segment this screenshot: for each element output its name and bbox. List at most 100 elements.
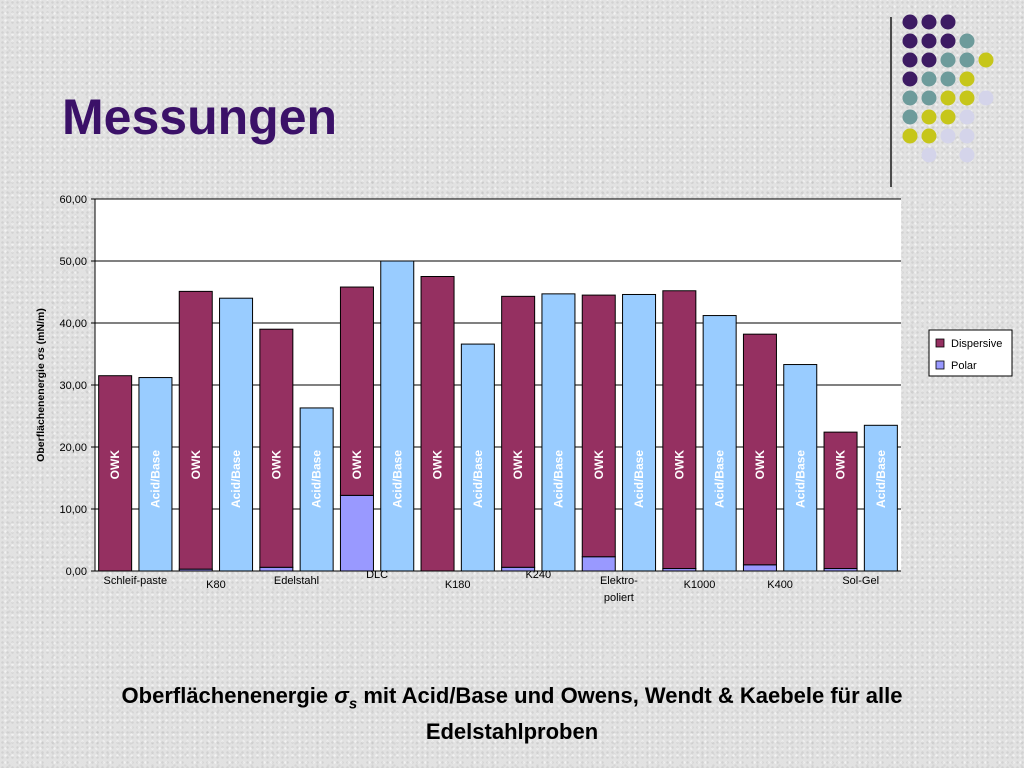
decorative-dot-grid: [902, 14, 994, 163]
bar-acid-base: [460, 343, 495, 572]
y-tick-label: 60,00: [59, 194, 87, 206]
bar-method-label: Acid/Base: [713, 450, 727, 508]
bar-segment-polar: [339, 494, 374, 572]
decorative-dot: [940, 90, 956, 106]
caption-sigma-subscript: s: [348, 695, 358, 713]
surface-energy-bar-chart: 0,00 10,00 20,00 30,00 40,00 50,00 60,00 Oberfl…: [35, 194, 1013, 604]
bar-method-label: OWK: [511, 450, 525, 480]
bar-method-label: OWK: [834, 450, 848, 480]
decorative-dot: [902, 52, 918, 68]
decorative-dot: [921, 147, 937, 163]
decorative-dot: [978, 90, 994, 106]
slide-caption: Oberflächenenergie σs mit Acid/Base und …: [40, 682, 984, 746]
decorative-divider-line: [890, 17, 892, 187]
decorative-dot: [940, 71, 956, 87]
x-category-label: K180: [445, 579, 471, 591]
x-category-label-line: poliert: [604, 592, 634, 604]
bar-segment-dispersive: [98, 375, 133, 572]
bar-acid-base: [622, 293, 657, 572]
x-category-label: K400: [767, 579, 793, 591]
bar-method-label: Acid/Base: [471, 450, 485, 508]
legend-swatch: [935, 338, 945, 348]
x-category-label-line: Sol-Gel: [842, 575, 879, 587]
bar-segment-dispersive: [742, 333, 777, 566]
bar-segment-dispersive: [339, 286, 374, 496]
x-category-label: K1000: [684, 579, 716, 591]
x-category-label: K240: [525, 569, 551, 581]
bar-acid-base: [863, 424, 898, 572]
bar-method-label: Acid/Base: [551, 450, 565, 508]
bar-method-label: OWK: [189, 450, 203, 480]
x-category-label-line: Schleif-paste: [104, 575, 168, 587]
bar-method-label: OWK: [753, 450, 767, 480]
bar-acid-base: [138, 377, 173, 572]
decorative-dot: [940, 14, 956, 30]
decorative-dot: [921, 33, 937, 49]
x-category-label: Sol-Gel: [842, 575, 879, 587]
decorative-dot: [978, 52, 994, 68]
bar-acid-base: [299, 407, 334, 572]
decorative-dot: [921, 52, 937, 68]
decorative-dot: [959, 109, 975, 125]
decorative-dot: [959, 128, 975, 144]
bar-segment-polar: [581, 556, 616, 572]
y-tick-label: 10,00: [59, 504, 87, 516]
bar-method-label: OWK: [350, 450, 364, 480]
bar-acid-base: [380, 260, 415, 572]
x-category-label: K80: [206, 579, 226, 591]
bar-segment-dispersive: [259, 328, 294, 568]
bar-segment-polar: [259, 566, 294, 572]
bar-method-label: OWK: [592, 450, 606, 480]
x-category-label-line: K180: [445, 579, 471, 591]
bar-method-label: Acid/Base: [148, 450, 162, 508]
bar-method-label: OWK: [431, 450, 445, 480]
x-category-label-line: DLC: [366, 569, 388, 581]
caption-text-end: mit Acid/Base und Owens, Wendt & Kaebele…: [357, 683, 903, 745]
y-tick-label: 0,00: [66, 566, 87, 578]
x-category-label-line: K240: [525, 569, 551, 581]
legend-swatch: [935, 360, 945, 370]
decorative-dot: [902, 128, 918, 144]
legend-entry-label: Dispersive: [951, 338, 1002, 350]
decorative-dot: [902, 109, 918, 125]
y-tick-label: 50,00: [59, 256, 87, 268]
decorative-dot: [921, 128, 937, 144]
bar-segment-polar: [742, 564, 777, 572]
y-axis-title: Oberflächenenergie σs (mN/m): [35, 308, 47, 462]
x-category-label-line: Edelstahl: [274, 575, 319, 587]
bar-method-label: Acid/Base: [310, 450, 324, 508]
decorative-dot: [902, 71, 918, 87]
bar-segment-dispersive: [501, 295, 536, 568]
bar-segment-dispersive: [823, 431, 858, 570]
decorative-dot: [921, 14, 937, 30]
bar-method-label: Acid/Base: [874, 450, 888, 508]
x-category-label-line: Elektro-: [600, 575, 638, 587]
y-tick-label: 20,00: [59, 442, 87, 454]
y-tick-label: 40,00: [59, 318, 87, 330]
bar-acid-base: [219, 297, 254, 572]
decorative-dot: [921, 109, 937, 125]
decorative-dot: [940, 109, 956, 125]
decorative-dot: [921, 90, 937, 106]
x-category-label-line: K1000: [684, 579, 716, 591]
legend-entry-label: Polar: [951, 360, 977, 372]
decorative-dot: [902, 90, 918, 106]
bar-method-label: OWK: [672, 450, 686, 480]
bar-segment-dispersive: [581, 294, 616, 558]
y-tick-label: 30,00: [59, 380, 87, 392]
decorative-dot: [902, 14, 918, 30]
bar-acid-base: [541, 293, 576, 572]
decorative-dot: [921, 71, 937, 87]
bar-segment-dispersive: [662, 290, 697, 570]
x-category-label: Schleif-paste: [104, 575, 168, 587]
slide-title: Messungen: [62, 89, 338, 145]
bar-method-label: OWK: [269, 450, 283, 480]
decorative-dot: [940, 128, 956, 144]
bar-method-label: Acid/Base: [390, 450, 404, 508]
bar-method-label: Acid/Base: [229, 450, 243, 508]
decorative-dot: [959, 90, 975, 106]
x-category-label-line: K80: [206, 579, 226, 591]
decorative-dot: [959, 147, 975, 163]
caption-sigma-symbol: σ: [334, 683, 349, 708]
x-category-label: Elektro-poliert: [600, 575, 638, 604]
